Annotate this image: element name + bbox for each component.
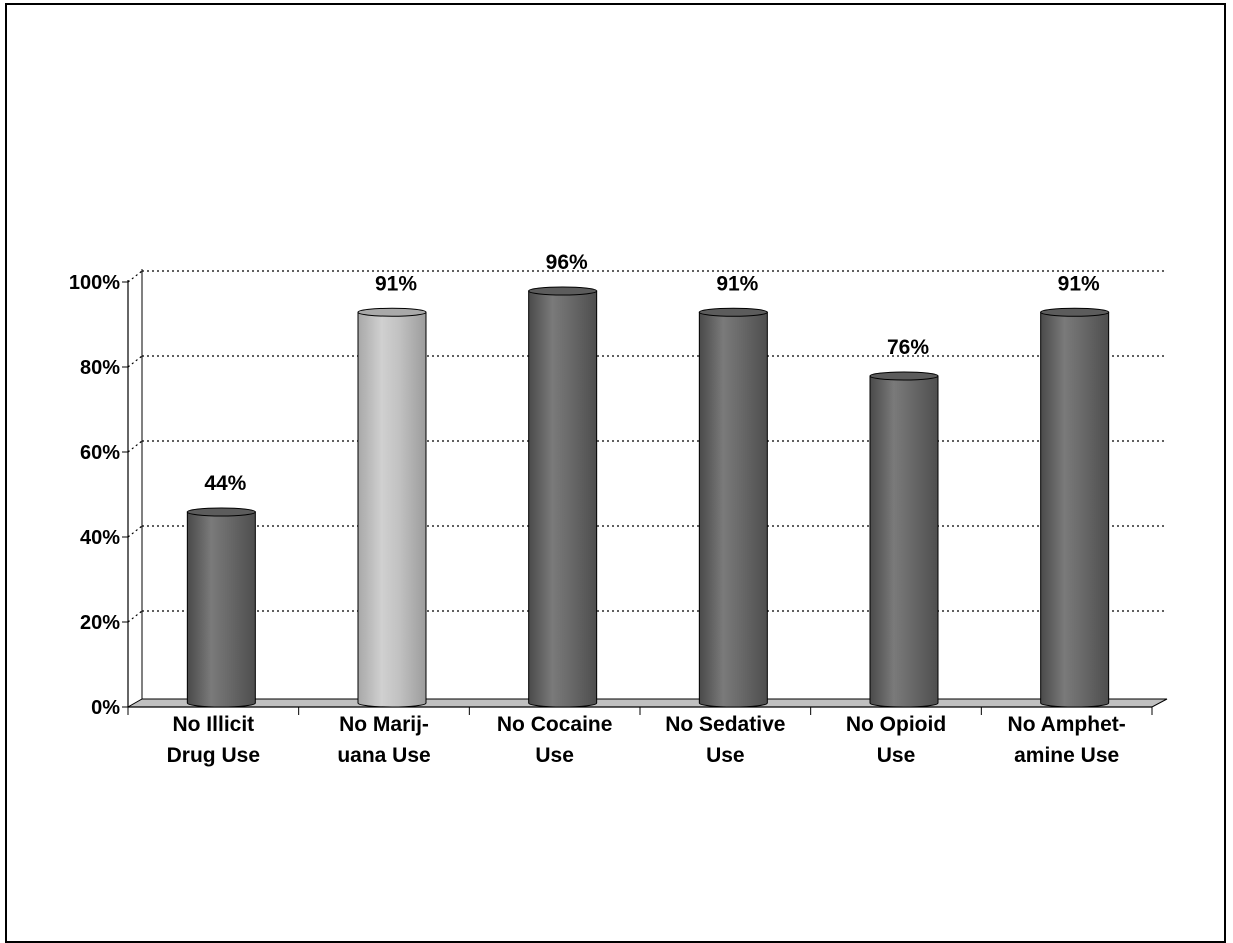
bar: [186, 507, 256, 708]
x-category-label: No Sedative: [665, 713, 785, 736]
x-category-label: amine Use: [1014, 744, 1119, 767]
data-label: 76%: [887, 336, 929, 359]
bar-top: [528, 286, 598, 296]
x-category-label: No Marij-: [339, 713, 429, 736]
x-category-label: No Opioid: [846, 713, 946, 736]
data-label: 91%: [1058, 272, 1100, 295]
y-tick-label: 40%: [80, 527, 120, 549]
y-tick-label: 0%: [91, 697, 120, 719]
bar-top: [186, 507, 256, 517]
data-label: 91%: [375, 272, 417, 295]
bar-top: [869, 371, 939, 381]
y-tick-label: 80%: [80, 357, 120, 379]
gridlines: [126, 270, 1168, 708]
bar-body: [186, 511, 256, 708]
axes: [122, 269, 1153, 715]
x-category-label: No Cocaine: [497, 713, 613, 736]
bar: [1040, 307, 1110, 708]
bar: [528, 286, 598, 708]
bar-body: [698, 311, 768, 708]
data-label: 44%: [204, 472, 246, 495]
y-tick-label: 20%: [80, 612, 120, 634]
x-category-label: Drug Use: [167, 744, 260, 767]
bars: [186, 286, 1110, 708]
bar-top: [1040, 307, 1110, 317]
data-label: 91%: [716, 272, 758, 295]
bar-body: [1040, 311, 1110, 708]
bar: [869, 371, 939, 708]
x-category-label: No Amphet-: [1008, 713, 1126, 736]
bar: [357, 307, 427, 708]
gridline-depth: [127, 270, 143, 283]
bar-top: [357, 307, 427, 317]
y-tick-label: 100%: [69, 272, 120, 294]
bar-body: [869, 375, 939, 708]
bar-body: [528, 290, 598, 708]
x-category-label: Use: [706, 744, 745, 767]
x-category-label: Use: [877, 744, 916, 767]
gridline-depth: [127, 610, 143, 623]
labels: 0% 20% 40% 60% 80% 100% 44% No Illicit Drug Use 9…: [69, 251, 1126, 767]
x-category-label: No Illicit: [172, 713, 254, 736]
x-category-label: uana Use: [337, 744, 430, 767]
chart-floor: [126, 698, 1168, 708]
x-category-label: Use: [535, 744, 574, 767]
gridline-depth: [127, 355, 143, 368]
bar-body: [357, 311, 427, 708]
y-tick-label: 60%: [80, 442, 120, 464]
data-label: 96%: [546, 251, 588, 274]
gridline-depth: [127, 525, 143, 538]
gridline-depth: [127, 440, 143, 453]
bar: [698, 307, 768, 708]
bar-top: [698, 307, 768, 317]
